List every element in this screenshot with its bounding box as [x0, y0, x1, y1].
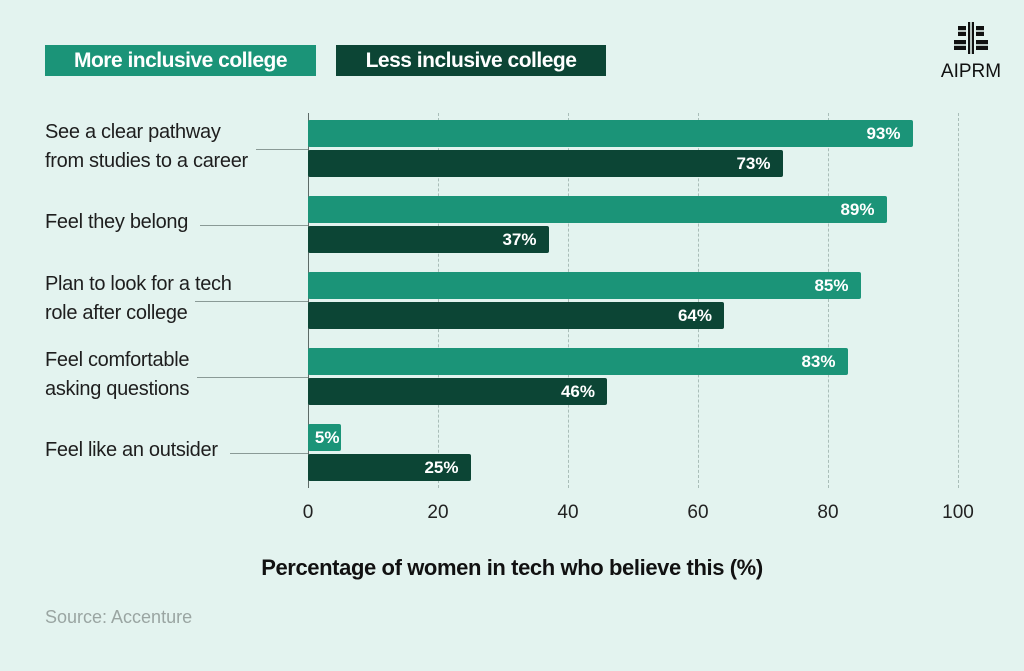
bar-more-inclusive	[308, 348, 848, 375]
category-label: See a clear pathway from studies to a car…	[45, 118, 295, 176]
category-label-line: See a clear pathway	[45, 120, 221, 143]
bar-more-inclusive	[308, 424, 341, 451]
category-label-line: Feel they belong	[45, 211, 189, 233]
category-label: Plan to look for a tech role after colleg…	[45, 270, 295, 328]
leader-line	[195, 301, 308, 302]
bar-less-inclusive	[308, 454, 471, 481]
gridline	[828, 113, 829, 488]
bar-value-label: 64%	[677, 306, 712, 325]
bar-more-inclusive	[308, 196, 887, 223]
bar-value-label: 5%	[314, 428, 340, 447]
category-label: Feel comfortable asking questions	[45, 346, 295, 404]
brand-name: AIPRM	[940, 61, 1002, 82]
bar-less-inclusive	[308, 226, 549, 253]
leader-line	[229, 453, 308, 454]
bar-more-inclusive	[308, 120, 913, 147]
x-tick-label: 40	[557, 502, 579, 523]
x-axis-title: Percentage of women in tech who believe …	[261, 555, 763, 580]
category-label-line: from studies to a career	[45, 149, 248, 172]
bar-value-label: 46%	[560, 382, 595, 401]
category-label-line: Plan to look for a tech	[45, 272, 232, 295]
bar-value-label: 83%	[801, 352, 836, 371]
bar-less-inclusive	[308, 150, 783, 177]
x-tick-label: 80	[817, 502, 839, 523]
bar-less-inclusive	[308, 302, 724, 329]
aiprm-logo-icon	[954, 22, 988, 54]
leader-line	[197, 377, 308, 378]
source-note: Source: Accenture	[45, 607, 193, 627]
x-tick-label: 20	[427, 502, 449, 523]
bar-value-label: 89%	[840, 200, 875, 219]
y-axis-line	[308, 113, 309, 488]
bar-less-inclusive	[308, 378, 607, 405]
x-tick-label: 100	[942, 502, 974, 523]
category-label: Feel they belong	[45, 208, 295, 237]
x-tick-label: 0	[302, 502, 314, 523]
category-label-line: Feel like an outsider	[45, 439, 218, 461]
leader-line	[255, 149, 308, 150]
category-label-line: asking questions	[45, 377, 190, 400]
gridline	[958, 113, 959, 488]
gridline	[698, 113, 699, 488]
bar-value-label: 93%	[866, 124, 901, 143]
aiprm-logo: AIPRM	[936, 22, 1006, 83]
gridline	[438, 113, 439, 488]
legend-more-inclusive: More inclusive college	[45, 45, 316, 76]
category-label-line: role after college	[45, 301, 188, 324]
legend-less-inclusive: Less inclusive college	[336, 45, 606, 76]
category-label: Feel like an outsider	[45, 436, 295, 465]
x-tick-label: 60	[687, 502, 709, 523]
bar-value-label: 85%	[814, 276, 849, 295]
bar-value-label: 37%	[502, 230, 537, 249]
category-label-line: Feel comfortable	[45, 348, 190, 371]
bar-more-inclusive	[308, 272, 861, 299]
leader-line	[200, 225, 308, 226]
gridline	[568, 113, 569, 488]
bar-value-label: 73%	[736, 154, 771, 173]
bar-value-label: 25%	[424, 458, 459, 477]
